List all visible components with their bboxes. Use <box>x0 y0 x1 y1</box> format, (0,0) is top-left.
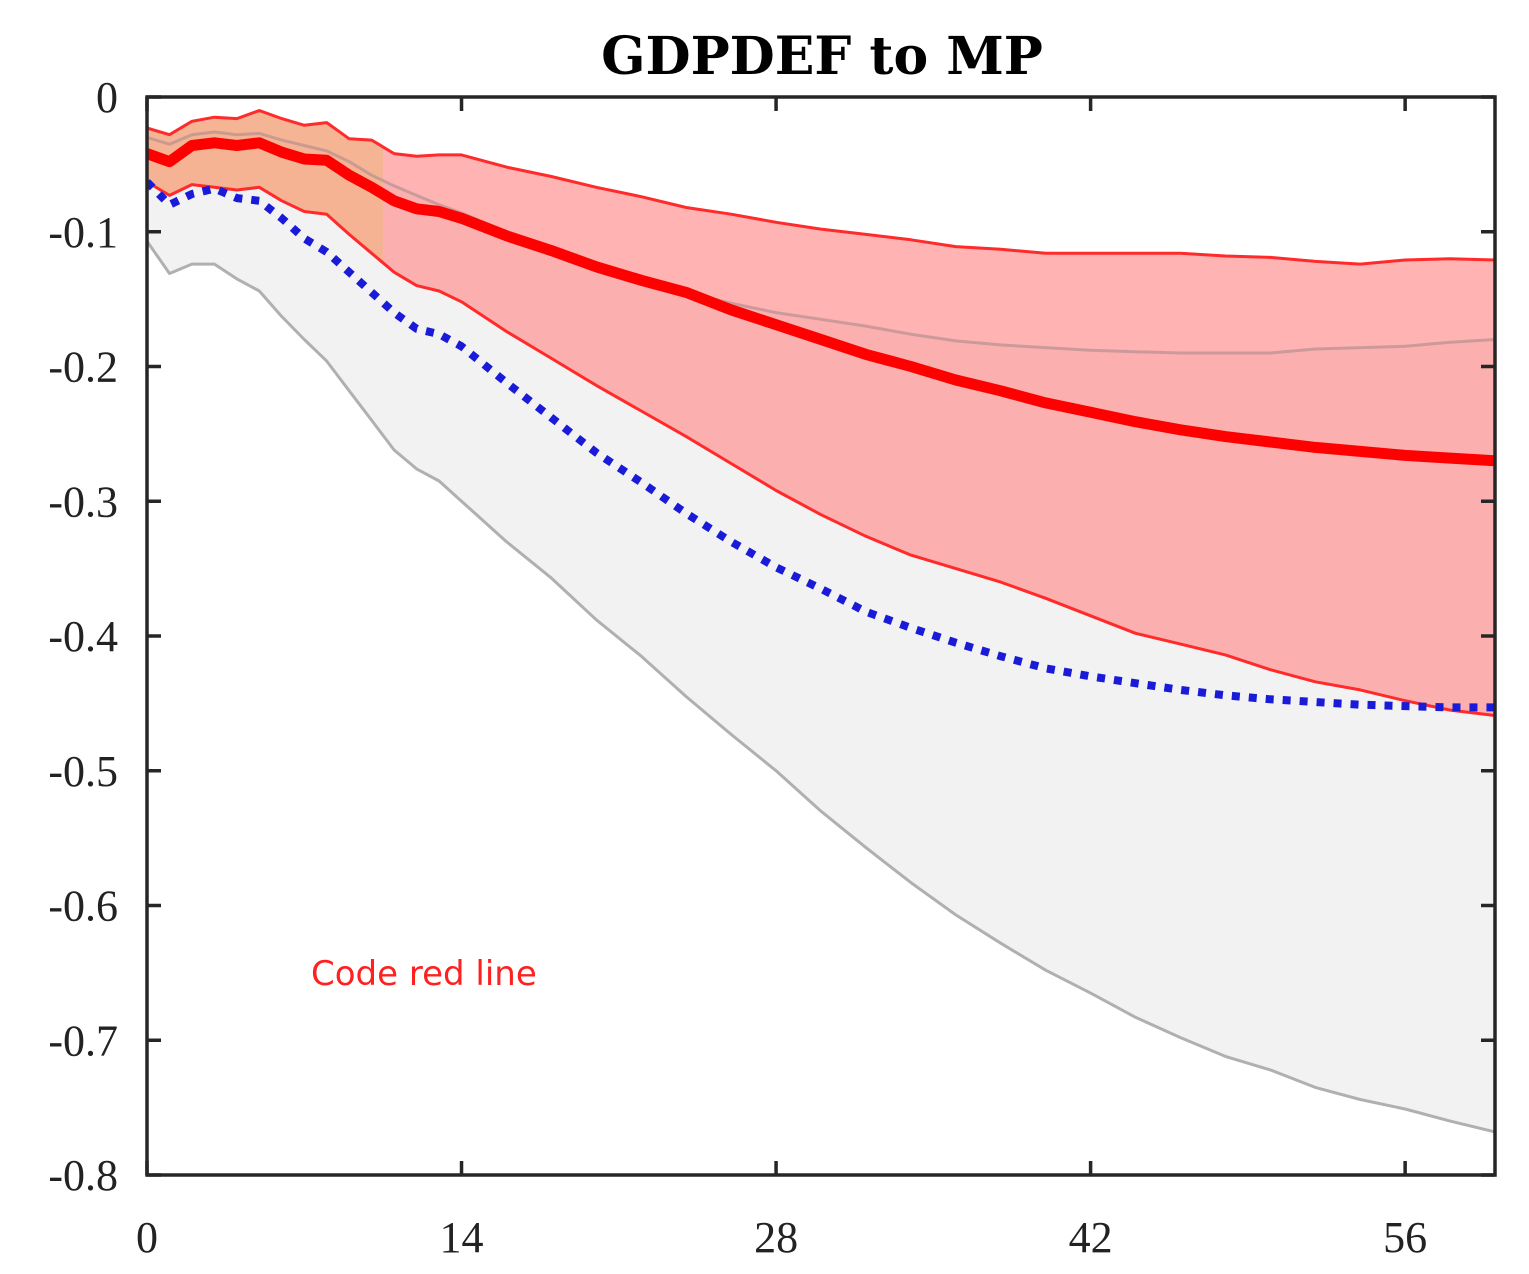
x-tick-label: 14 <box>440 1213 484 1262</box>
y-tick-label: -0.4 <box>48 612 118 661</box>
x-tick-label: 28 <box>754 1213 798 1262</box>
y-tick-label: -0.8 <box>48 1151 118 1200</box>
y-tick-label: -0.6 <box>48 882 118 931</box>
y-tick-label: -0.5 <box>48 747 118 796</box>
band-1 <box>147 110 1495 716</box>
y-tick-label: -0.7 <box>48 1016 118 1065</box>
y-tick-label: 0 <box>96 73 118 122</box>
series-line-0 <box>147 137 1495 467</box>
x-tick-label: 42 <box>1069 1213 1113 1262</box>
x-tick-label: 0 <box>136 1213 158 1262</box>
series-line-3 <box>147 179 1495 712</box>
y-tick-label: -0.1 <box>48 208 118 257</box>
series-line-4 <box>147 240 1495 1134</box>
y-tick-label: -0.2 <box>48 343 118 392</box>
y-tick-label: -0.3 <box>48 477 118 526</box>
plot-area <box>147 109 1495 1134</box>
chart-title: GDPDEF to MP <box>601 26 1043 87</box>
x-tick-label: 56 <box>1383 1213 1427 1262</box>
series-line-2 <box>147 180 1495 717</box>
annotation-label: Code red line <box>311 954 537 994</box>
axes: 0 14 28 42 56 0 -0.1 -0.2 -0.3 -0.4 -0.5 -0.6 -0.7 -0… <box>48 73 1497 1262</box>
series-line-1 <box>147 109 1495 266</box>
